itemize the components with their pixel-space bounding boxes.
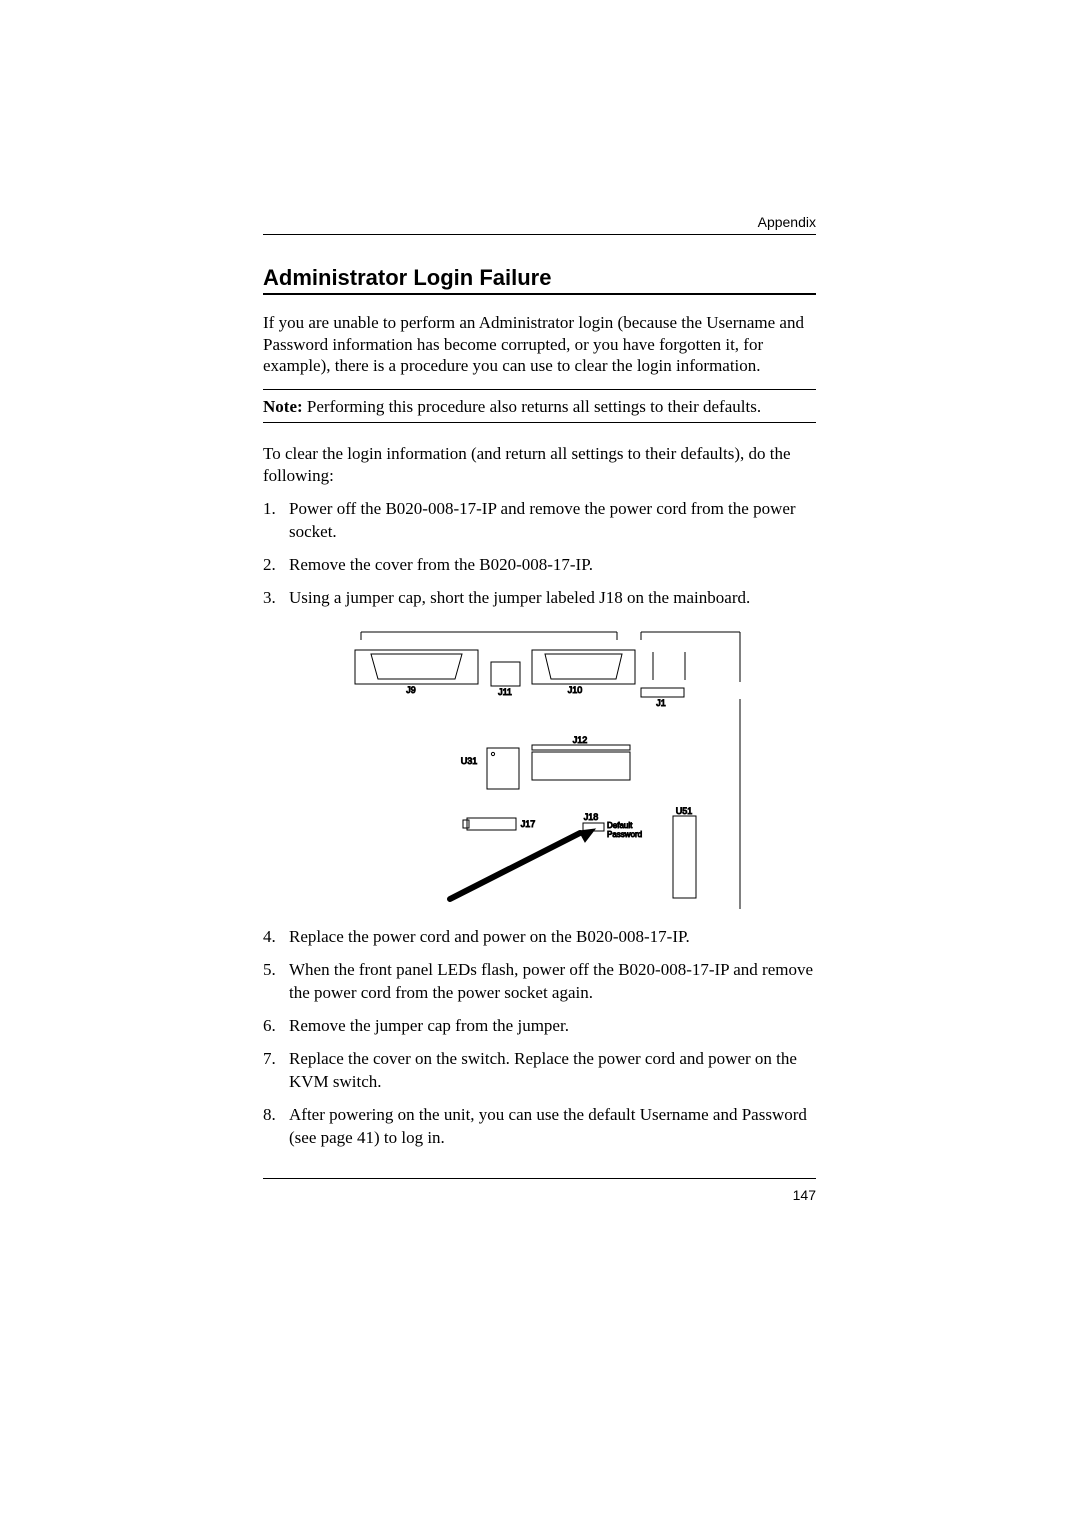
list-item: 4.Replace the power cord and power on th… [263,926,816,949]
note-body: Note: Performing this procedure also ret… [263,390,816,423]
page-number: 147 [263,1187,816,1203]
mainboard-diagram: J9 J11 J10 J1 [263,624,816,914]
header-label: Appendix [263,214,816,230]
step-text: Remove the cover from the B020-008-17-IP… [289,554,816,577]
header-rule [263,234,816,235]
list-item: 8.After powering on the unit, you can us… [263,1104,816,1150]
label-password: Password [607,830,642,839]
label-j1: J1 [656,698,666,708]
label-j18: J18 [583,812,598,822]
list-item: 6.Remove the jumper cap from the jumper. [263,1015,816,1038]
step-number: 4. [263,926,289,949]
step-number: 3. [263,587,289,610]
step-number: 7. [263,1048,289,1094]
list-item: 5.When the front panel LEDs flash, power… [263,959,816,1005]
step-text: When the front panel LEDs flash, power o… [289,959,816,1005]
step-text: Remove the jumper cap from the jumper. [289,1015,816,1038]
list-item: 7.Replace the cover on the switch. Repla… [263,1048,816,1094]
section-title: Administrator Login Failure [263,265,816,291]
label-j9: J9 [406,685,416,695]
step-number: 1. [263,498,289,544]
lead-paragraph: To clear the login information (and retu… [263,443,816,486]
step-text: Using a jumper cap, short the jumper lab… [289,587,816,610]
step-text: Replace the cover on the switch. Replace… [289,1048,816,1094]
step-text: Power off the B020-008-17-IP and remove … [289,498,816,544]
note-text: Performing this procedure also returns a… [303,397,761,416]
label-j10: J10 [567,685,582,695]
note-rule-bottom [263,422,816,423]
list-item: 2.Remove the cover from the B020-008-17-… [263,554,816,577]
label-j11: J11 [498,687,512,697]
step-text: After powering on the unit, you can use … [289,1104,816,1150]
label-j12: J12 [572,735,587,745]
list-item: 1.Power off the B020-008-17-IP and remov… [263,498,816,544]
label-u31: U31 [460,756,477,766]
step-number: 5. [263,959,289,1005]
list-item: 3.Using a jumper cap, short the jumper l… [263,587,816,610]
step-number: 6. [263,1015,289,1038]
note-block: Note: Performing this procedure also ret… [263,389,816,424]
footer-rule [263,1178,816,1179]
intro-paragraph: If you are unable to perform an Administ… [263,312,816,377]
label-u51: U51 [675,806,692,816]
step-number: 8. [263,1104,289,1150]
document-page: Appendix Administrator Login Failure If … [263,214,816,1203]
label-j17: J17 [520,819,535,829]
step-number: 2. [263,554,289,577]
title-rule [263,293,816,295]
label-default: Default [607,821,633,830]
step-text: Replace the power cord and power on the … [289,926,816,949]
note-label: Note: [263,397,303,416]
